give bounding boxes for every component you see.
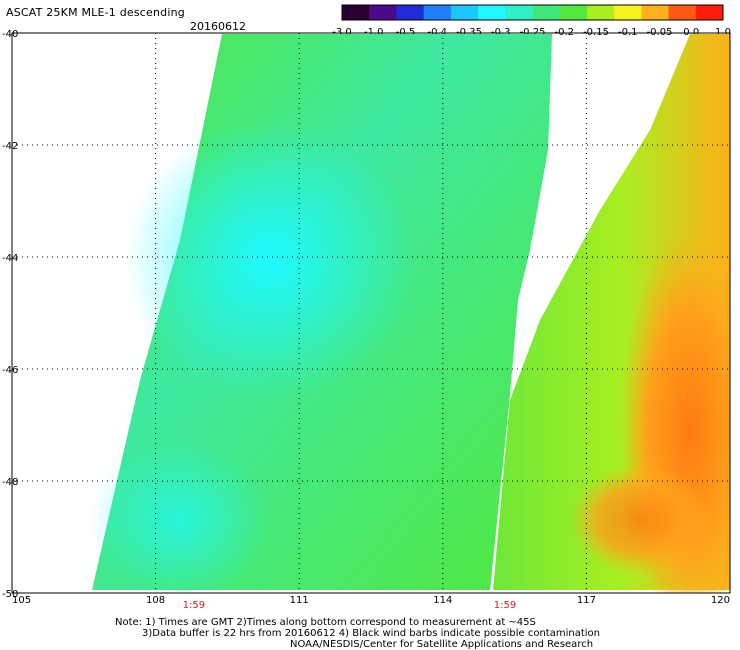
colorbar-segment [369,5,397,20]
colorbar-segment [668,5,697,20]
latitude-tick-label: -50 [2,589,18,600]
longitude-tick-label: 105 [12,595,31,606]
longitude-tick-label: 108 [146,595,165,606]
longitude-tick-label: 114 [433,595,452,606]
latitude-tick-label: -48 [2,477,18,488]
latitude-tick-label: -42 [2,141,18,152]
note-line-1: Note: 1) Times are GMT 2)Times along bot… [115,617,536,628]
colorbar-frame [341,4,724,21]
colorbar-segment [478,5,506,20]
latitude-tick-label: -40 [2,29,18,40]
pass-time-label: 1:59 [183,600,205,611]
gridlines [11,32,731,594]
colorbar-segment [695,5,724,20]
note-line-2: 3)Data buffer is 22 hrs from 20160612 4)… [142,628,600,639]
colorbar-segment [342,5,370,20]
colorbar-segment [586,5,615,20]
cyan-core-lower [90,440,270,593]
longitude-tick-label: 117 [577,595,596,606]
pass-time-label: 1:59 [494,600,516,611]
colorbar-segment [559,5,588,20]
colorbar [341,4,724,21]
time-labels: 1:59 1:59 [183,600,517,611]
longitude-tick-label: 111 [290,595,309,606]
colorbar-segment [532,5,561,20]
colorbar-segment [396,5,425,20]
orange-core-south [570,465,710,575]
colorbar-segment [505,5,533,20]
longitude-labels: 105 108 111 114 117 120 [12,595,730,606]
note-line-3: NOAA/NESDIS/Center for Satellite Applica… [290,639,594,650]
latitude-tick-label: -44 [2,253,18,264]
longitude-tick-label: 120 [711,595,730,606]
colorbar-segment [614,5,642,20]
colorbar-segment [423,5,452,20]
chart-date: 20160612 [190,20,246,33]
cyan-core [125,120,415,400]
latitude-labels: -40 -42 -44 -46 -48 -50 [2,29,18,600]
latitude-tick-label: -46 [2,365,18,376]
colorbar-segment [641,5,670,20]
chart-title: ASCAT 25KM MLE-1 descending [6,6,185,19]
colorbar-segment [450,5,479,20]
